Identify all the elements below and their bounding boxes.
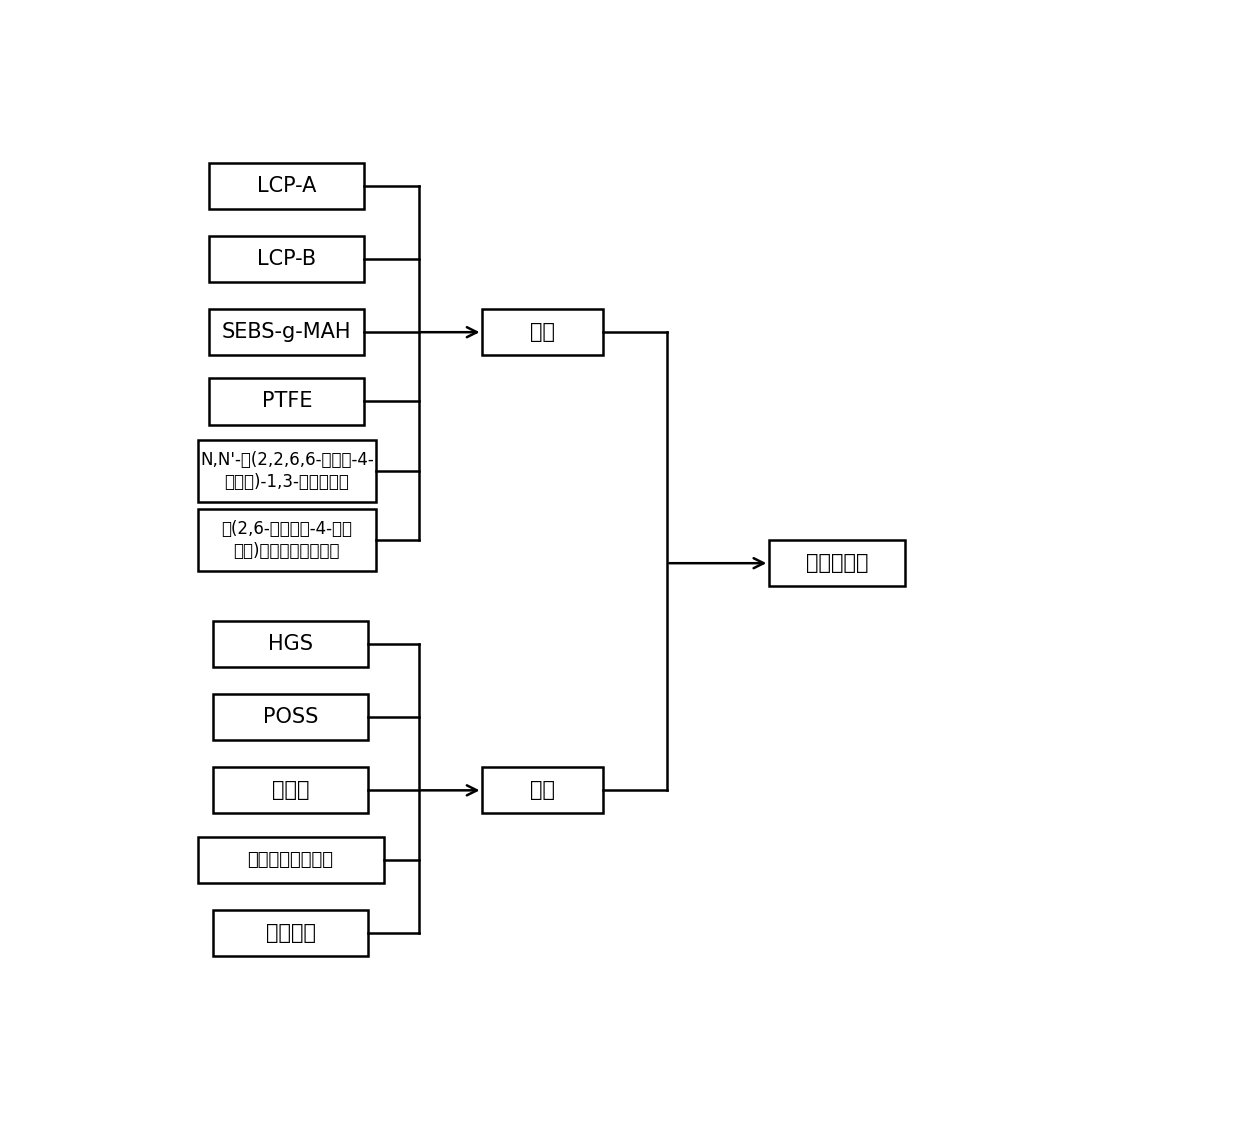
Text: 超支化聚酯聚合物: 超支化聚酯聚合物	[248, 850, 334, 868]
Bar	[210, 163, 365, 209]
Bar	[197, 837, 383, 883]
Text: N,N'-双(2,2,6,6-四甲基-4-
哆噛基)-1,3-苯二甲酯胺: N,N'-双(2,2,6,6-四甲基-4- 哆噛基)-1,3-苯二甲酯胺	[200, 451, 373, 491]
Text: 混合: 混合	[529, 780, 556, 800]
Text: LCP-B: LCP-B	[257, 249, 316, 269]
Text: 芥酸酰胺: 芥酸酰胺	[265, 923, 316, 943]
Text: LCP-A: LCP-A	[257, 175, 316, 196]
Bar	[482, 767, 603, 814]
Bar	[213, 767, 368, 814]
Text: POSS: POSS	[263, 708, 319, 727]
Text: 挤出、造粒: 挤出、造粒	[806, 554, 868, 573]
Text: 偶联剂: 偶联剂	[272, 780, 309, 800]
Bar	[213, 910, 368, 955]
Text: 双(2,6-二叔丁基-4-甲基
苯基)季戊四醇二磷酸酯: 双(2,6-二叔丁基-4-甲基 苯基)季戊四醇二磷酸酯	[221, 520, 352, 560]
Text: HGS: HGS	[268, 634, 314, 654]
Bar	[197, 440, 376, 501]
Text: PTFE: PTFE	[262, 392, 312, 412]
Bar	[210, 235, 365, 282]
Bar	[210, 309, 365, 355]
Bar	[213, 621, 368, 667]
Bar	[210, 378, 365, 424]
Bar	[213, 694, 368, 740]
Bar	[482, 309, 603, 355]
Text: SEBS-g-MAH: SEBS-g-MAH	[222, 323, 351, 342]
Bar	[769, 540, 905, 586]
Text: 混合: 混合	[529, 323, 556, 342]
Bar	[197, 509, 376, 571]
